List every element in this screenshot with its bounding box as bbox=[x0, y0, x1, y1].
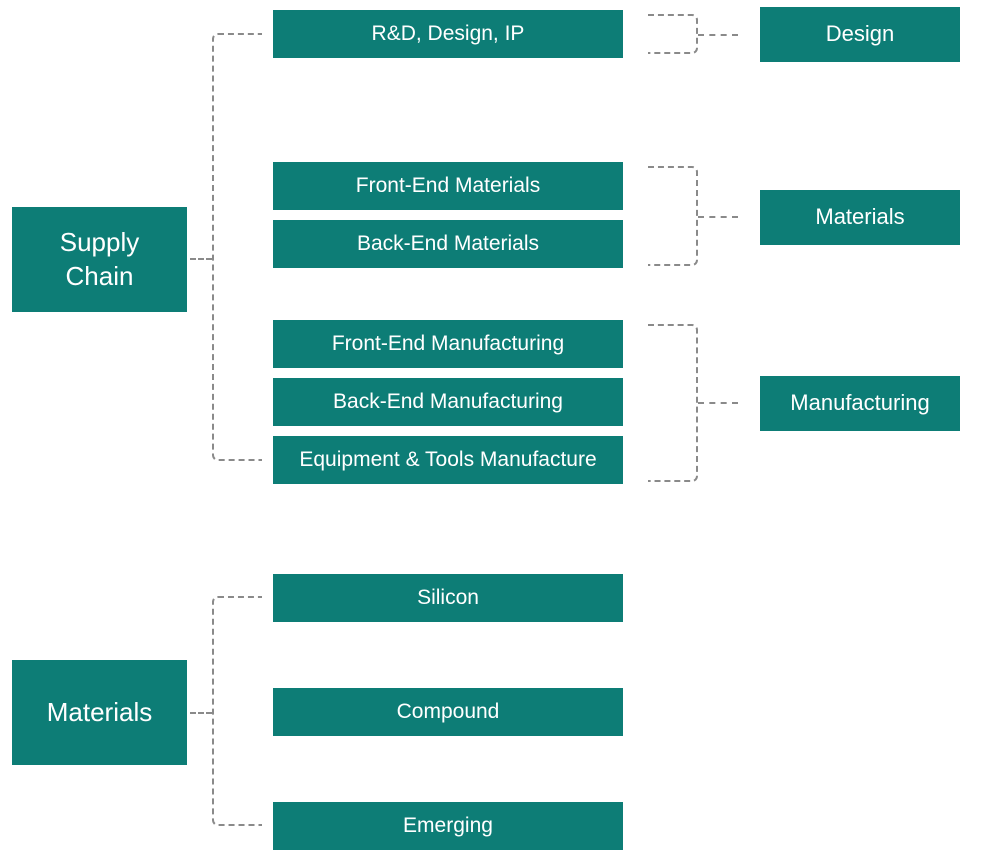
bracket-right-stub bbox=[698, 402, 738, 404]
node-equipment-tools: Equipment & Tools Manufacture bbox=[273, 436, 623, 484]
bracket-right-stub bbox=[698, 216, 738, 218]
bracket-left-stub bbox=[190, 712, 212, 714]
bracket-left-stub bbox=[190, 258, 212, 260]
node-front-end-materials: Front-End Materials bbox=[273, 162, 623, 210]
group-materials-right: Materials bbox=[760, 190, 960, 245]
bracket-left bbox=[212, 33, 262, 461]
bracket-right bbox=[648, 14, 698, 54]
node-rd-design-ip: R&D, Design, IP bbox=[273, 10, 623, 58]
node-back-end-manufacturing: Back-End Manufacturing bbox=[273, 378, 623, 426]
bracket-right bbox=[648, 166, 698, 266]
root-supply-chain: Supply Chain bbox=[12, 207, 187, 312]
group-design: Design bbox=[760, 7, 960, 62]
bracket-left bbox=[212, 596, 262, 826]
root-materials-root: Materials bbox=[12, 660, 187, 765]
node-front-end-manufacturing: Front-End Manufacturing bbox=[273, 320, 623, 368]
node-emerging: Emerging bbox=[273, 802, 623, 850]
bracket-right bbox=[648, 324, 698, 482]
node-silicon: Silicon bbox=[273, 574, 623, 622]
group-manufacturing: Manufacturing bbox=[760, 376, 960, 431]
node-compound: Compound bbox=[273, 688, 623, 736]
node-back-end-materials: Back-End Materials bbox=[273, 220, 623, 268]
bracket-right-stub bbox=[698, 34, 738, 36]
